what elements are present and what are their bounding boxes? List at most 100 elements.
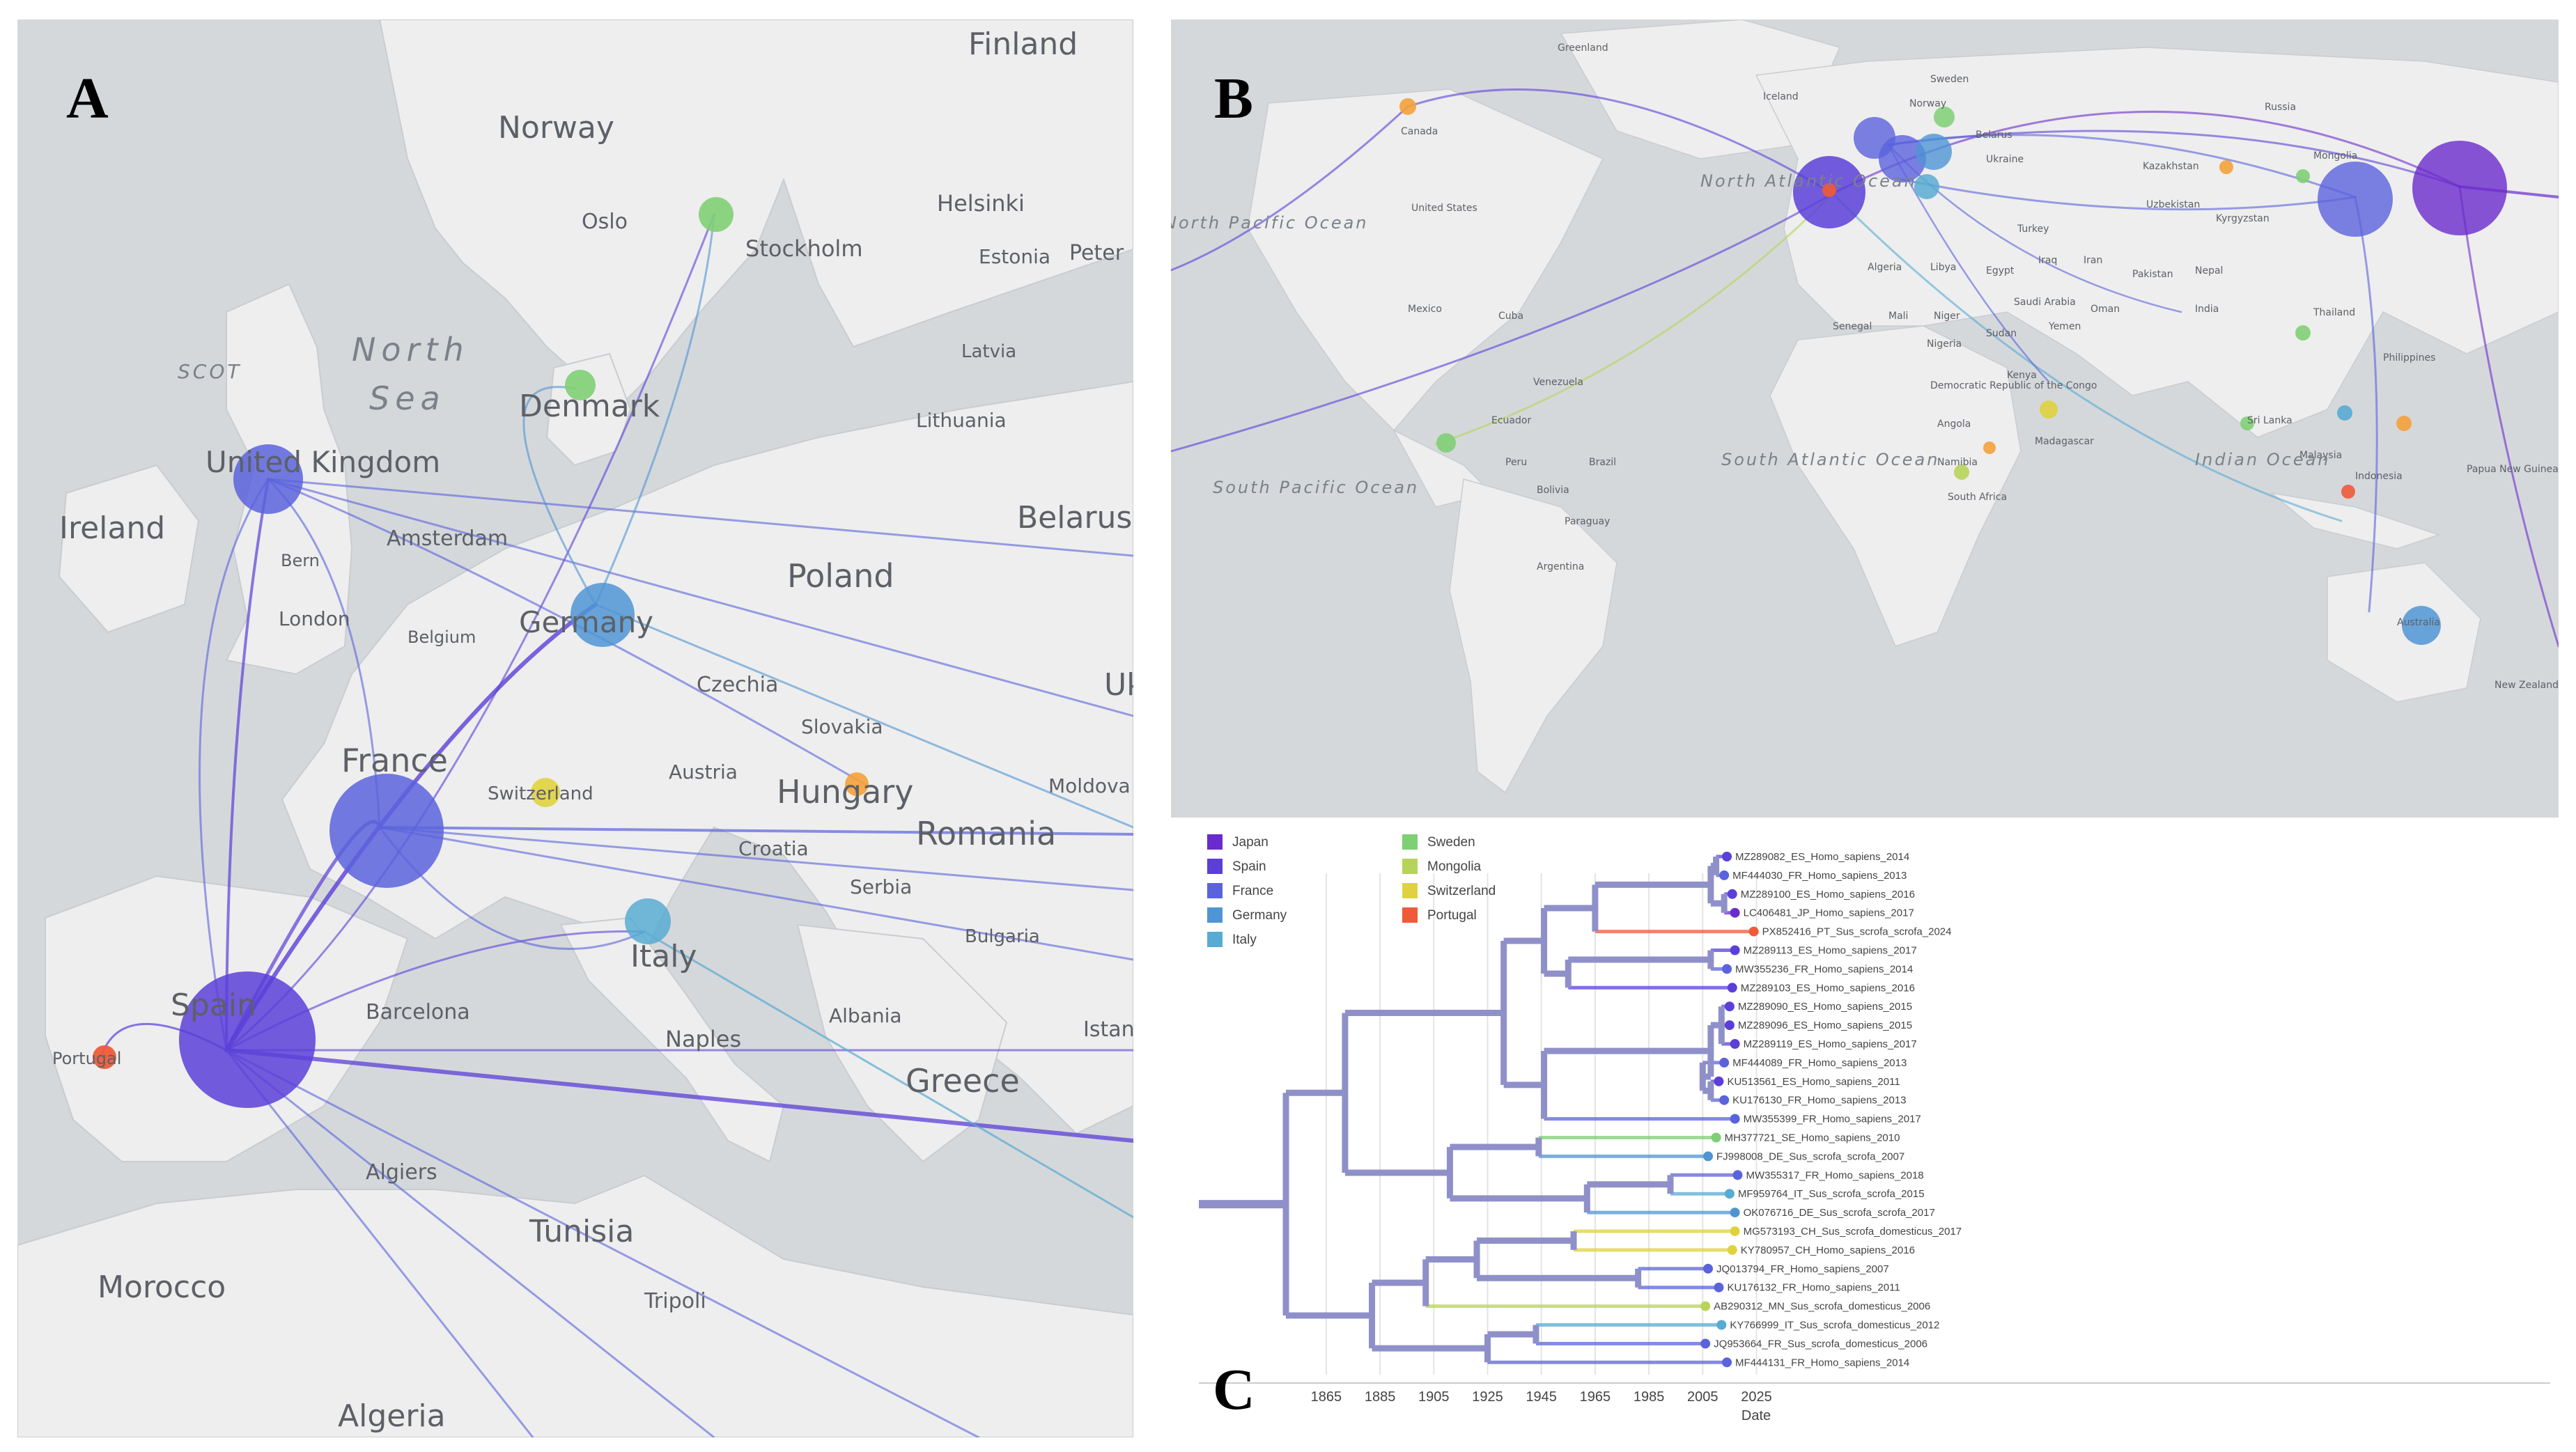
node-sweden [699, 197, 734, 232]
tip-label-11: MF444089_FR_Homo_sapiens_2013 [1732, 1057, 1907, 1069]
label-belarus: Belarus [1017, 500, 1132, 536]
arc-france-east-1 [378, 826, 1133, 836]
label-norway-world: Norway [1909, 98, 1946, 109]
legend-swatch-portugal [1402, 907, 1418, 923]
label-belgium: Belgium [408, 627, 476, 647]
label-latvia: Latvia [961, 341, 1016, 362]
label-serbia: Serbia [850, 875, 912, 898]
tip-dot-17 [1732, 1170, 1743, 1180]
node-sweden-world [1934, 107, 1955, 127]
label-algeria-world: Algeria [1868, 262, 1902, 273]
tip-dot-24 [1700, 1301, 1711, 1311]
tip-label-12: KU513561_ES_Homo_sapiens_2011 [1727, 1076, 1900, 1088]
node-india [2240, 416, 2254, 430]
label-amsterdam: Amsterdam [387, 526, 508, 551]
legend-swatch-sweden [1402, 834, 1418, 850]
label-libya: Libya [1930, 262, 1956, 273]
label-albania: Albania [829, 1004, 902, 1027]
tip-dot-26 [1700, 1338, 1711, 1349]
label-indonesia: Indonesia [2355, 471, 2403, 482]
tip-dot-2 [1727, 889, 1737, 899]
tip-dot-3 [1730, 907, 1740, 918]
label-north: North [352, 331, 470, 368]
arc-china-australia [2354, 196, 2378, 613]
city-labels: Oslo Helsinki Stockholm Peter Amsterdam … [279, 190, 1133, 1313]
label-tunisia: Tunisia [529, 1214, 634, 1249]
arc-germany-east [594, 603, 1133, 829]
node-uzbekistan [2219, 160, 2233, 174]
label-pakistan: Pakistan [2132, 269, 2173, 280]
label-slovakia: Slovakia [801, 715, 883, 738]
label-switzerland: Switzerland [488, 783, 593, 804]
label-indian-ocean: Indian Ocean [2195, 450, 2331, 469]
label-germany: Germany [519, 605, 653, 639]
node-arabia [2040, 400, 2058, 419]
node-mexico [1436, 433, 1456, 453]
node-italy [625, 898, 671, 944]
tip-label-19: OK076716_DE_Sus_scrofa_scrofa_2017 [1744, 1207, 1935, 1219]
time-tree: MZ289082_ES_Homo_sapiens_2014 MF444030_FR… [1199, 834, 2550, 1423]
legend-swatch-france [1207, 883, 1223, 898]
label-north-pacific: North Pacific Ocean [1171, 213, 1369, 233]
label-uk-ukraine: Uk [1104, 667, 1133, 703]
tip-dot-23 [1714, 1282, 1724, 1293]
tip-dot-8 [1724, 1001, 1735, 1012]
label-austria: Austria [669, 760, 738, 783]
tip-label-24: AB290312_MN_Sus_scrofa_domesticus_2006 [1714, 1301, 1930, 1313]
tip-label-14: MW355399_FR_Homo_sapiens_2017 [1744, 1114, 1921, 1125]
tip-label-13: KU176130_FR_Homo_sapiens_2013 [1732, 1095, 1906, 1107]
country-nodes [93, 197, 869, 1108]
node-italy-world [1914, 174, 1939, 199]
arc-china-europe-2 [1901, 178, 2357, 211]
tip-label-25: KY766999_IT_Sus_scrofa_domesticus_2012 [1730, 1320, 1939, 1332]
node-germany-world [1916, 134, 1952, 170]
tip-label-0: MZ289082_ES_Homo_sapiens_2014 [1735, 851, 1909, 863]
south-america-land [1449, 478, 1617, 794]
label-niger-world: Niger [1934, 311, 1960, 322]
arc-spain-south-1 [225, 1049, 715, 1437]
tip-dot-13 [1719, 1095, 1730, 1105]
label-malaysia: Malaysia [2299, 450, 2342, 461]
tip-dot-18 [1724, 1189, 1735, 1199]
label-egypt: Egypt [1986, 265, 2015, 276]
tip-dot-4 [1748, 926, 1759, 937]
label-naples: Naples [665, 1026, 741, 1052]
label-iraq: Iraq [2038, 255, 2057, 266]
legend-swatch-japan [1207, 834, 1223, 850]
label-czechia: Czechia [697, 673, 778, 697]
europe-map: Finland Norway Denmark United Kingdom Ir… [17, 19, 1133, 1437]
label-south-atlantic: South Atlantic Ocean [1721, 450, 1939, 469]
label-yemen: Yemen [2048, 321, 2081, 332]
tick-label-1965: 1965 [1580, 1389, 1611, 1405]
label-south-pacific: South Pacific Ocean [1213, 478, 1419, 497]
legend-label-japan: Japan [1232, 835, 1268, 850]
label-portugal: Portugal [52, 1049, 121, 1068]
tip-dot-12 [1714, 1076, 1724, 1086]
label-iran: Iran [2084, 255, 2102, 266]
label-london: London [279, 607, 350, 630]
tip-dot-14 [1730, 1114, 1740, 1124]
tip-label-18: MF959764_IT_Sus_scrofa_scrofa_2015 [1738, 1188, 1925, 1200]
node-nigeria [1954, 465, 1969, 480]
arc-europe-malaysia [1831, 192, 2343, 522]
tip-label-23: KU176132_FR_Homo_sapiens_2011 [1727, 1282, 1900, 1294]
panel-letter-c: C [1213, 1357, 1255, 1422]
balkans-land [796, 923, 1008, 1163]
arc-germany-sweden [594, 213, 715, 606]
legend-label-switzerland: Switzerland [1427, 884, 1496, 898]
tip-label-15: MH377721_SE_Homo_sapiens_2010 [1725, 1132, 1900, 1144]
tip-dot-21 [1727, 1244, 1737, 1255]
label-bolivia: Bolivia [1537, 485, 1569, 496]
legend-label-spain: Spain [1232, 859, 1266, 874]
node-niger [1983, 442, 1996, 454]
legend-swatch-spain [1207, 859, 1223, 874]
label-helsinki: Helsinki [937, 190, 1025, 217]
label-norway: Norway [498, 110, 614, 146]
tip-label-17: MW355317_FR_Homo_sapiens_2018 [1746, 1169, 1923, 1181]
tip-dot-16 [1703, 1151, 1714, 1162]
node-china [2318, 162, 2393, 237]
node-france [329, 774, 444, 888]
tip-label-5: MZ289113_ES_Homo_sapiens_2017 [1744, 945, 1917, 957]
europe-map-panel: Finland Norway Denmark United Kingdom Ir… [17, 19, 1133, 1437]
label-paraguay: Paraguay [1565, 516, 1610, 527]
